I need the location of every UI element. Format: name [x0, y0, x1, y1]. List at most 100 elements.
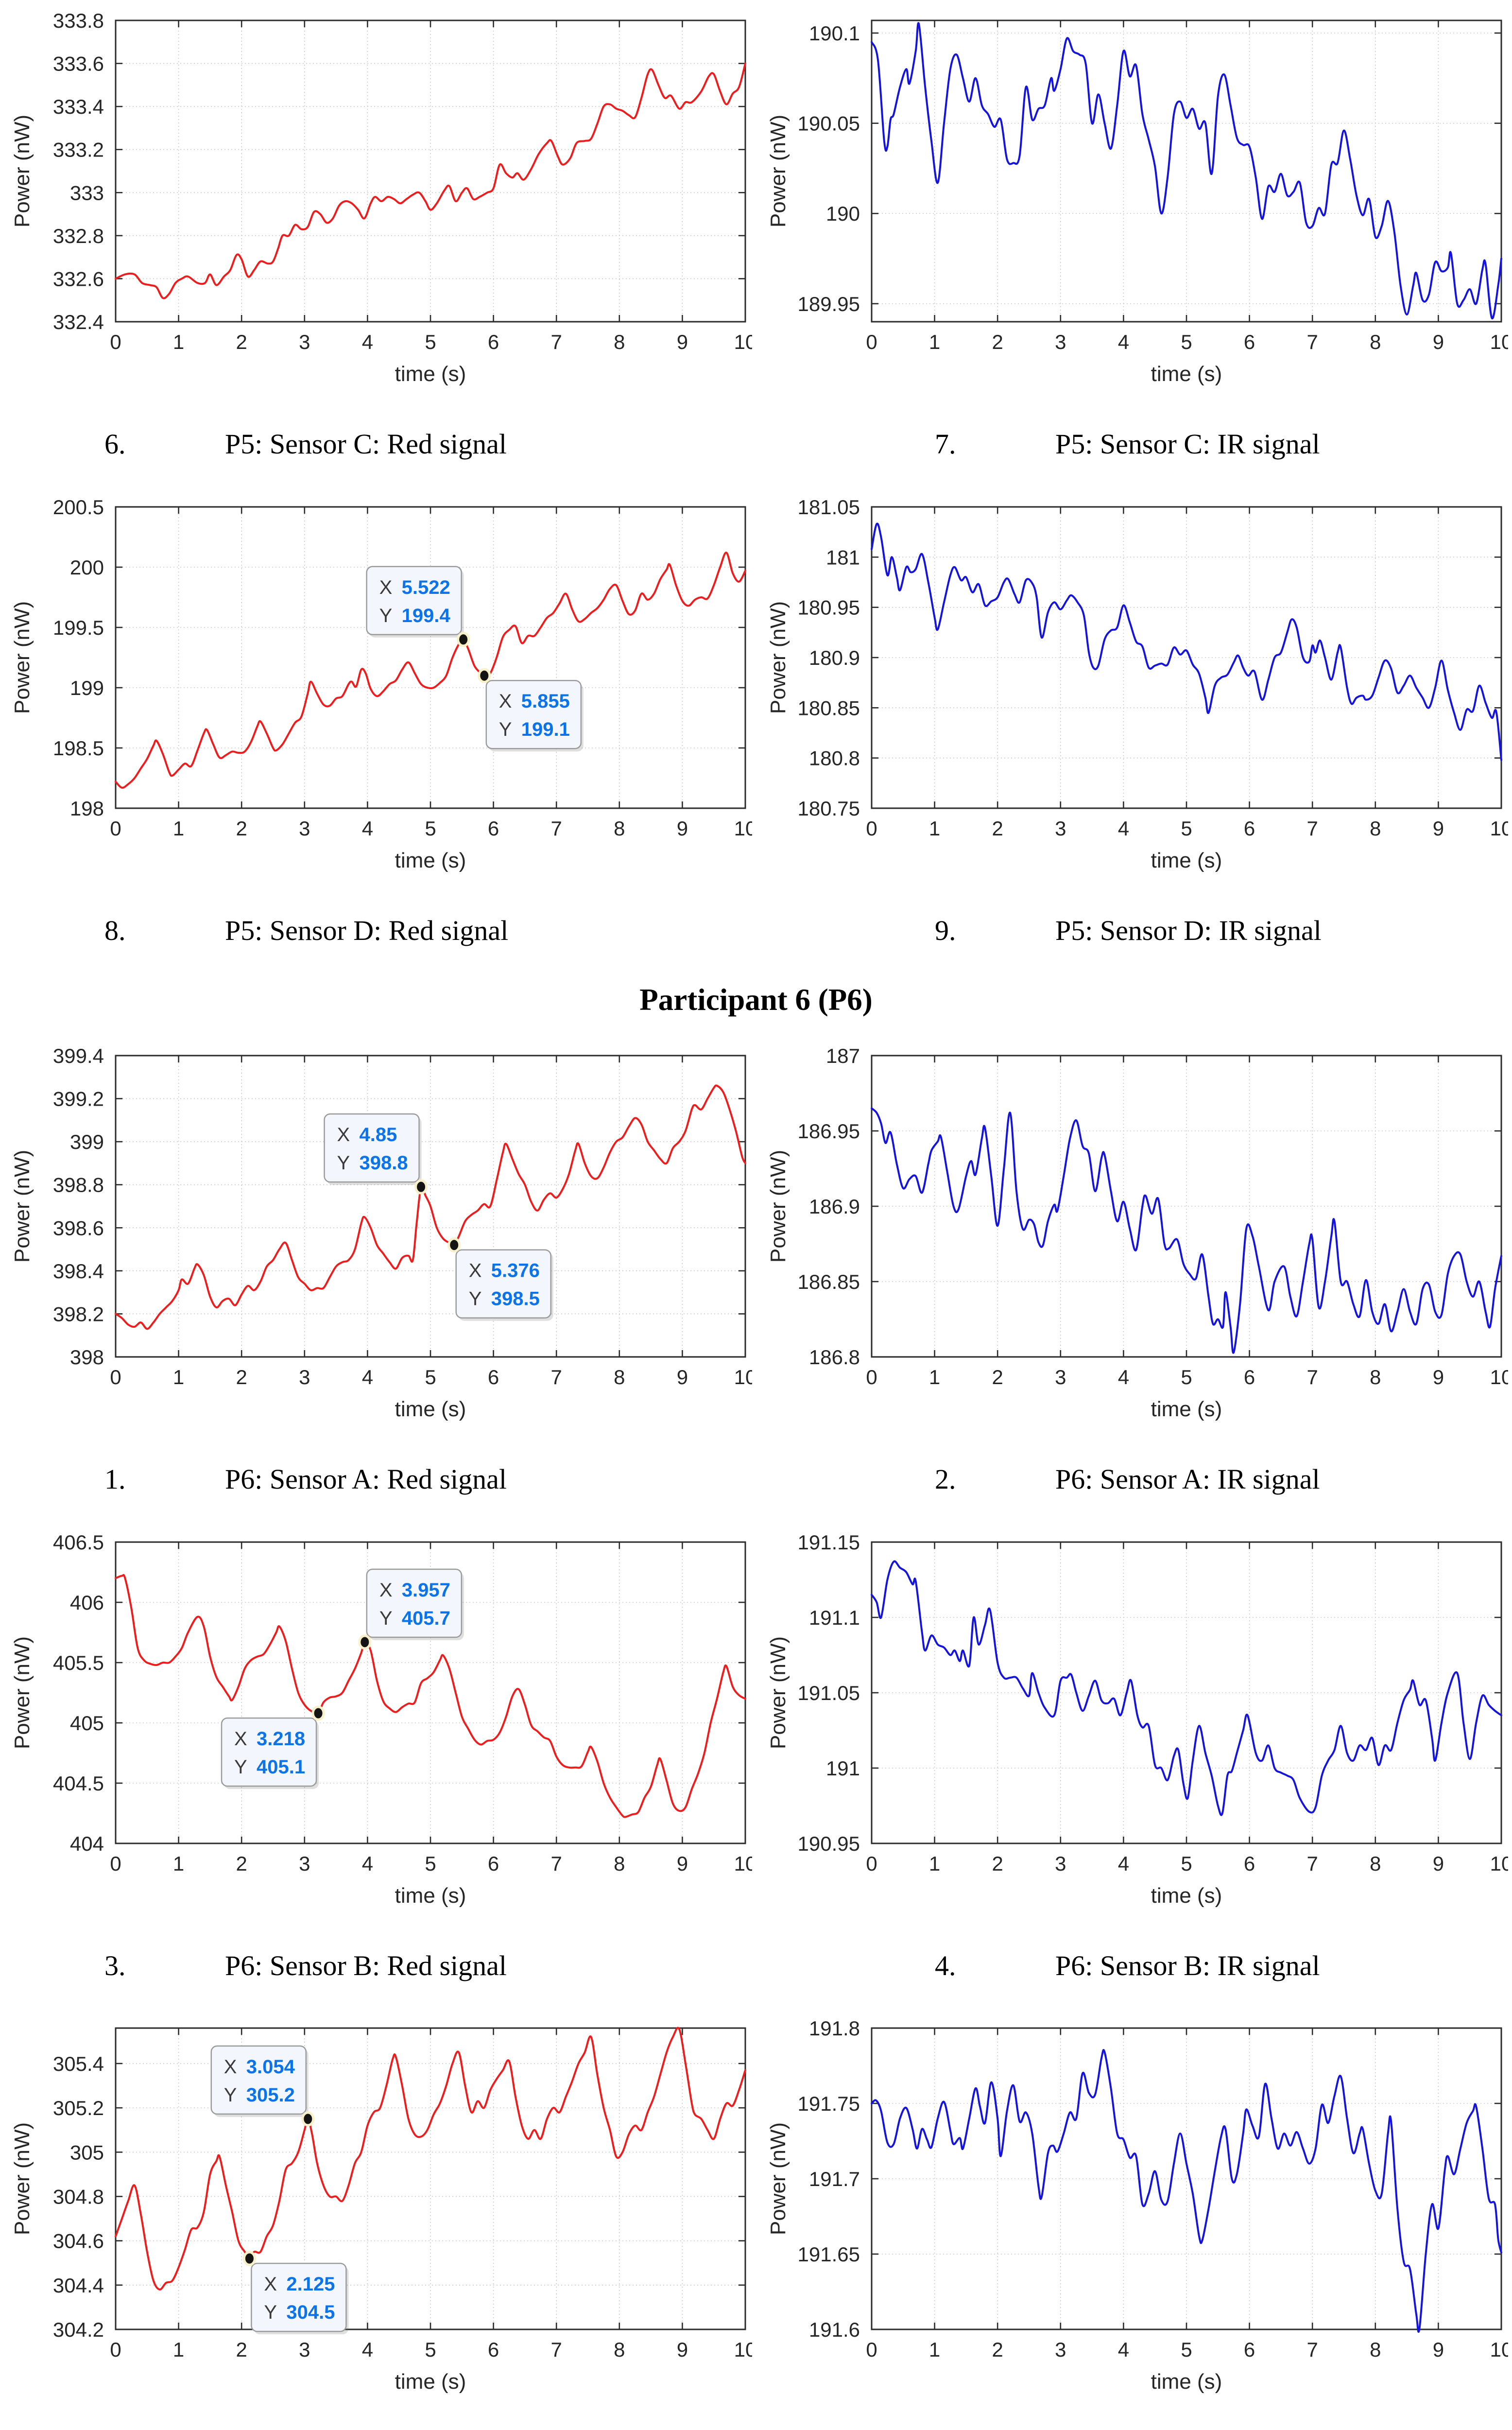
svg-text:8: 8	[1370, 817, 1381, 840]
svg-text:6: 6	[1244, 1366, 1255, 1389]
svg-text:Y: Y	[264, 2302, 277, 2323]
caption-p6-sensor-a-ir: 2. P6: Sensor A: IR signal	[756, 1462, 1512, 1497]
svg-text:398.5: 398.5	[491, 1288, 540, 1310]
p6-sensor-b-red-chart: 0 1 2 3 4 5 6 7 8 9 10 404 404.5 405 405.5 406 406.5 time…	[10, 1531, 752, 1908]
svg-text:Power (nW): Power (nW)	[766, 601, 790, 713]
svg-text:10: 10	[1490, 330, 1508, 353]
svg-text:2: 2	[992, 330, 1003, 353]
svg-text:time (s): time (s)	[395, 362, 466, 386]
svg-text:0: 0	[110, 330, 121, 353]
svg-text:332.8: 332.8	[53, 225, 104, 247]
svg-text:X: X	[234, 1728, 247, 1750]
svg-text:0: 0	[866, 817, 877, 840]
svg-text:1: 1	[173, 330, 184, 353]
svg-text:time (s): time (s)	[395, 1884, 466, 1908]
p6-sensor-a-red-chart: 0 1 2 3 4 5 6 7 8 9 10 398 398.2 398.4 398.6 398.8 399 39…	[10, 1045, 752, 1421]
svg-text:5: 5	[1181, 1366, 1192, 1389]
svg-text:0: 0	[110, 1366, 121, 1389]
svg-text:9: 9	[1433, 1852, 1444, 1875]
caption-row-4: 3. P6: Sensor B: Red signal 4. P6: Sensor …	[0, 1948, 1512, 1984]
chart-cell: 0 1 2 3 4 5 6 7 8 9 10 180.75 180.8 180.85 180.9 180.95…	[756, 496, 1512, 885]
svg-text:Power (nW): Power (nW)	[10, 115, 34, 227]
svg-text:180.75: 180.75	[798, 797, 860, 820]
svg-text:8: 8	[614, 1366, 625, 1389]
svg-text:Power (nW): Power (nW)	[10, 2122, 34, 2235]
svg-text:3.957: 3.957	[402, 1579, 450, 1600]
svg-text:5: 5	[1181, 1852, 1192, 1875]
svg-text:8: 8	[614, 2338, 625, 2361]
svg-text:5: 5	[425, 817, 436, 840]
svg-text:180.8: 180.8	[809, 746, 860, 769]
svg-text:5.376: 5.376	[491, 1260, 540, 1282]
svg-text:191.1: 191.1	[809, 1606, 860, 1629]
svg-text:9: 9	[1433, 1366, 1444, 1389]
svg-text:5: 5	[425, 1366, 436, 1389]
svg-text:305.2: 305.2	[246, 2084, 295, 2106]
svg-text:2: 2	[236, 1852, 247, 1875]
caption-p6-sensor-b-red: 3. P6: Sensor B: Red signal	[0, 1948, 756, 1984]
chart-row-5: 0 1 2 3 4 5 6 7 8 9 10 304.2 304.4 304.6 304.8 305 305.2…	[0, 2017, 1512, 2406]
svg-text:398.8: 398.8	[53, 1174, 104, 1197]
caption-row-2: 8. P5: Sensor D: Red signal 9. P5: Sensor …	[0, 913, 1512, 949]
svg-text:191: 191	[826, 1757, 860, 1780]
svg-text:404.5: 404.5	[53, 1772, 104, 1795]
svg-text:X: X	[379, 576, 393, 598]
svg-text:7: 7	[551, 330, 562, 353]
p6-sensor-c-ir-chart: 0 1 2 3 4 5 6 7 8 9 10 191.6 191.65 191.7 191.75 191.8 t…	[766, 2017, 1508, 2394]
svg-text:10: 10	[1490, 1366, 1508, 1389]
svg-text:406.5: 406.5	[53, 1531, 104, 1554]
svg-text:0: 0	[110, 1852, 121, 1875]
svg-text:8: 8	[1370, 2338, 1381, 2361]
svg-text:1: 1	[173, 2338, 184, 2361]
svg-text:186.85: 186.85	[798, 1270, 860, 1293]
chart-row-1: 0 1 2 3 4 5 6 7 8 9 10 332.4 332.6 332.8 333 333.2 333.4…	[0, 10, 1512, 399]
chart-row-3: 0 1 2 3 4 5 6 7 8 9 10 398 398.2 398.4 398.6 398.8 399 39…	[0, 1045, 1512, 1434]
svg-text:5: 5	[425, 1852, 436, 1875]
svg-text:X: X	[337, 1124, 350, 1146]
svg-text:10: 10	[734, 330, 752, 353]
svg-text:3.054: 3.054	[246, 2056, 295, 2078]
svg-text:3: 3	[299, 817, 310, 840]
svg-text:2: 2	[236, 330, 247, 353]
svg-text:404: 404	[70, 1832, 104, 1855]
svg-text:186.95: 186.95	[798, 1120, 860, 1143]
caption-text: P5: Sensor C: Red signal	[225, 428, 507, 460]
svg-text:198.5: 198.5	[53, 737, 104, 760]
svg-text:5.855: 5.855	[521, 691, 570, 712]
svg-text:304.2: 304.2	[53, 2318, 104, 2341]
svg-text:191.05: 191.05	[798, 1682, 860, 1704]
caption-text: P6: Sensor A: Red signal	[225, 1463, 507, 1495]
caption-number: 3.	[104, 1949, 126, 1981]
svg-text:0: 0	[110, 2338, 121, 2361]
svg-text:0: 0	[110, 817, 121, 840]
svg-text:7: 7	[551, 817, 562, 840]
svg-text:time (s): time (s)	[1151, 1884, 1222, 1908]
svg-text:333.6: 333.6	[53, 52, 104, 75]
svg-text:191.7: 191.7	[809, 2168, 860, 2190]
svg-text:405.7: 405.7	[402, 1607, 450, 1629]
svg-text:190.1: 190.1	[809, 22, 860, 45]
svg-text:3: 3	[1055, 1852, 1066, 1875]
svg-text:Power (nW): Power (nW)	[10, 1150, 34, 1263]
svg-text:6: 6	[1244, 2338, 1255, 2361]
svg-text:405: 405	[70, 1712, 104, 1735]
svg-text:398.4: 398.4	[53, 1260, 104, 1283]
caption-p5-sensor-d-ir: 9. P5: Sensor D: IR signal	[756, 913, 1512, 949]
svg-text:3: 3	[299, 2338, 310, 2361]
svg-text:7: 7	[1307, 330, 1318, 353]
svg-text:0: 0	[866, 1366, 877, 1389]
caption-number: 9.	[935, 914, 956, 946]
svg-text:Power (nW): Power (nW)	[10, 601, 34, 713]
svg-text:406: 406	[70, 1591, 104, 1614]
svg-text:time (s): time (s)	[395, 2370, 466, 2394]
svg-text:2: 2	[236, 2338, 247, 2361]
svg-text:1: 1	[929, 1852, 940, 1875]
svg-text:8: 8	[1370, 1852, 1381, 1875]
svg-text:181.05: 181.05	[798, 496, 860, 519]
svg-text:6: 6	[1244, 1852, 1255, 1875]
svg-text:10: 10	[1490, 817, 1508, 840]
svg-text:9: 9	[677, 330, 688, 353]
svg-text:398: 398	[70, 1346, 104, 1369]
chart-cell: 0 1 2 3 4 5 6 7 8 9 10 186.8 186.85 186.9 186.95 187 tim…	[756, 1045, 1512, 1434]
